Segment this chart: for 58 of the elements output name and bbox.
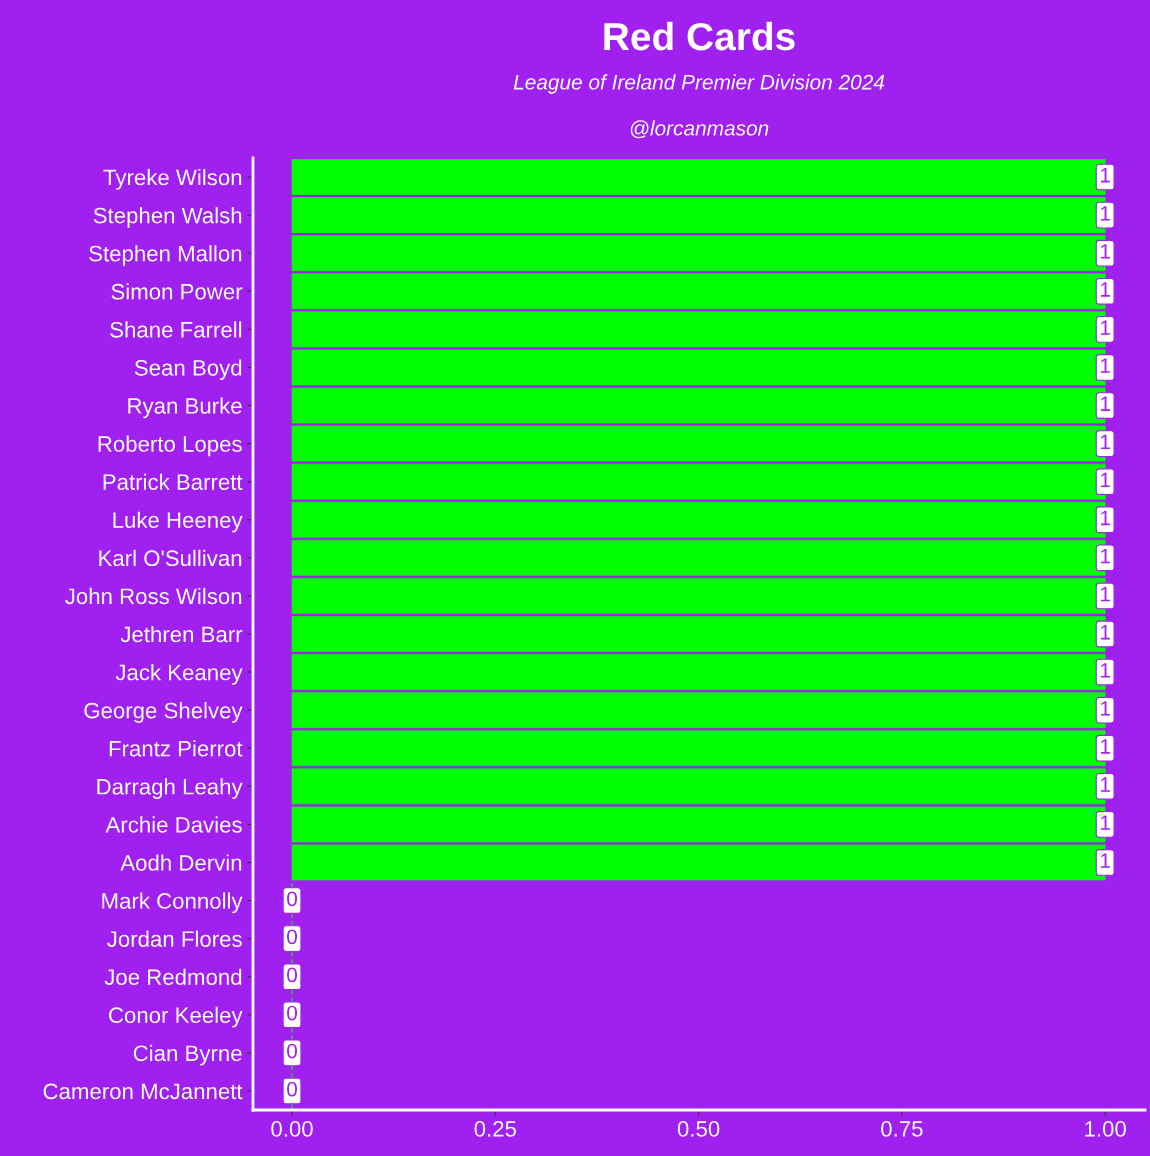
y-tick-label: Simon Power [111,283,243,300]
chart-subtitle: League of Ireland Premier Division 2024 [513,74,885,94]
y-tick-label: Roberto Lopes [98,435,242,457]
data-label: 1 [1100,396,1110,411]
data-label: 1 [1100,663,1110,678]
data-label: 1 [1100,282,1110,297]
data-label: 1 [1100,168,1110,183]
data-label: 1 [1100,739,1110,754]
y-tick-label: Ryan Burke [128,397,242,419]
data-label: 1 [1100,320,1110,335]
data-label: 1 [1100,548,1110,564]
y-tick-label: Stephen Mallon [89,245,242,266]
y-tick-label: Shane Farrell [110,321,242,338]
data-label: 1 [1100,586,1110,602]
data-label: 1 [1100,853,1110,868]
y-tick-label: John Ross Wilson [65,587,242,605]
x-tick-label: 0.25 [474,1121,517,1137]
data-label: 0 [287,929,298,945]
x-tick-label: 1.00 [1085,1121,1126,1137]
y-tick-label: Mark Connolly [102,892,243,914]
x-tick-label: 0.50 [677,1121,720,1137]
y-tick-label: Sean Boyd [134,359,242,381]
data-label: 0 [287,1043,298,1059]
y-tick-label: Joe Redmond [104,968,242,985]
data-label: 1 [1100,206,1110,221]
y-tick-label: Darragh Leahy [97,778,243,799]
x-tick-label: 0.75 [881,1121,923,1137]
data-label: 0 [287,1005,298,1021]
y-tick-label: Jordan Flores [107,930,242,947]
y-tick-label: Tyreke Wilson [103,168,242,190]
y-tick-label: Stephen Walsh [93,207,242,228]
y-tick-label: Jack Keaney [115,664,243,685]
data-label: 0 [287,1081,298,1097]
y-tick-label: Luke Heeney [113,511,243,533]
data-label: 1 [1100,510,1110,526]
data-label: 0 [287,891,298,907]
y-tick-label: George Shelvey [84,702,243,723]
chart-title: Red Cards [604,21,795,51]
text: @lorcanmason [630,120,769,139]
x-tick-label: 0.00 [271,1121,313,1137]
y-tick-label: Conor Keeley [109,1006,243,1028]
y-tick-label: Cian Byrne [133,1044,242,1066]
data-label: 1 [1100,358,1110,373]
data-label: 1 [1100,244,1110,259]
data-label: 1 [1100,777,1110,792]
data-label: 1 [1100,815,1110,830]
y-tick-label: Frantz Pierrot [109,740,243,757]
y-tick-label: Patrick Barrett [103,473,243,490]
y-tick-label: Archie Davies [105,816,242,833]
data-label: 1 [1100,625,1110,640]
data-label: 1 [1100,434,1110,449]
y-tick-label: Aodh Dervin [120,854,242,871]
data-label: 1 [1100,701,1110,716]
y-tick-label: Cameron McJannett [43,1083,243,1100]
y-tick-label: Karl O'Sullivan [99,549,242,567]
data-label: 0 [287,967,298,983]
data-label: 1 [1100,472,1110,488]
y-tick-label: Jethren Barr [120,625,243,643]
